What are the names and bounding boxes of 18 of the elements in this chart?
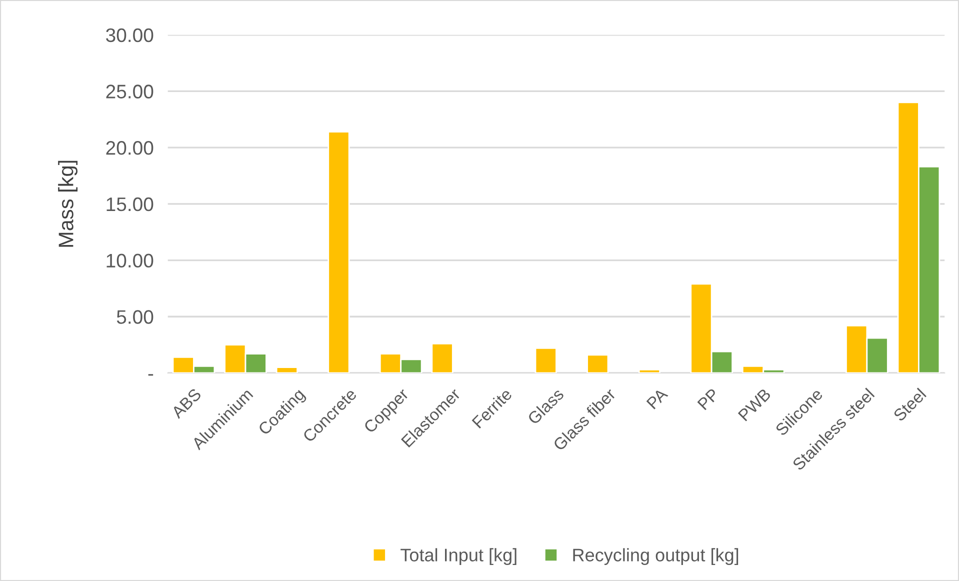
y-tick-label: 25.00 [106, 84, 154, 98]
legend-label: Total Input [kg] [400, 548, 516, 566]
y-axis-title: Mass [kg] [58, 160, 78, 247]
bar [638, 368, 660, 373]
y-tick-label: 30.00 [106, 28, 154, 42]
bar [431, 343, 454, 373]
y-tick-label: 15.00 [106, 197, 154, 212]
y-tick-label: 5.00 [116, 310, 154, 324]
y-tick-label: 20.00 [106, 141, 154, 155]
x-tick-label: PA [646, 387, 668, 410]
bar [534, 348, 557, 373]
bar [276, 366, 298, 373]
y-tick-label: - [148, 374, 154, 376]
legend-label: Recycling output [kg] [573, 548, 738, 566]
x-tick-label: PP [697, 388, 720, 410]
y-tick-label: 10.00 [106, 254, 154, 268]
bar [328, 131, 350, 373]
bar [586, 354, 609, 373]
